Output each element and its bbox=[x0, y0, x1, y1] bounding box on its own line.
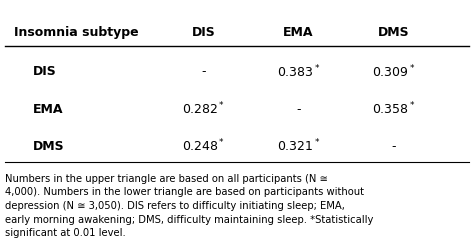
Text: Insomnia subtype: Insomnia subtype bbox=[14, 26, 139, 39]
Text: depression (N ≅ 3,050). DIS refers to difficulty initiating sleep; EMA,: depression (N ≅ 3,050). DIS refers to di… bbox=[5, 201, 345, 211]
Text: EMA: EMA bbox=[283, 26, 314, 39]
Text: DMS: DMS bbox=[33, 140, 65, 153]
Text: 0.383$^*$: 0.383$^*$ bbox=[277, 64, 320, 80]
Text: -: - bbox=[296, 103, 301, 116]
Text: 4,000). Numbers in the lower triangle are based on participants without: 4,000). Numbers in the lower triangle ar… bbox=[5, 187, 364, 197]
Text: 0.282$^*$: 0.282$^*$ bbox=[182, 101, 226, 117]
Text: DMS: DMS bbox=[378, 26, 409, 39]
Text: EMA: EMA bbox=[33, 103, 64, 116]
Text: 0.248$^*$: 0.248$^*$ bbox=[182, 138, 226, 155]
Text: 0.309$^*$: 0.309$^*$ bbox=[372, 64, 415, 80]
Text: significant at 0.01 level.: significant at 0.01 level. bbox=[5, 228, 126, 238]
Text: DIS: DIS bbox=[192, 26, 216, 39]
Text: -: - bbox=[391, 140, 396, 153]
Text: 0.321$^*$: 0.321$^*$ bbox=[277, 138, 320, 155]
Text: 0.358$^*$: 0.358$^*$ bbox=[372, 101, 415, 117]
Text: Numbers in the upper triangle are based on all participants (N ≅: Numbers in the upper triangle are based … bbox=[5, 174, 328, 184]
Text: early morning awakening; DMS, difficulty maintaining sleep. *Statistically: early morning awakening; DMS, difficulty… bbox=[5, 215, 373, 224]
Text: DIS: DIS bbox=[33, 65, 57, 78]
Text: -: - bbox=[201, 65, 206, 78]
